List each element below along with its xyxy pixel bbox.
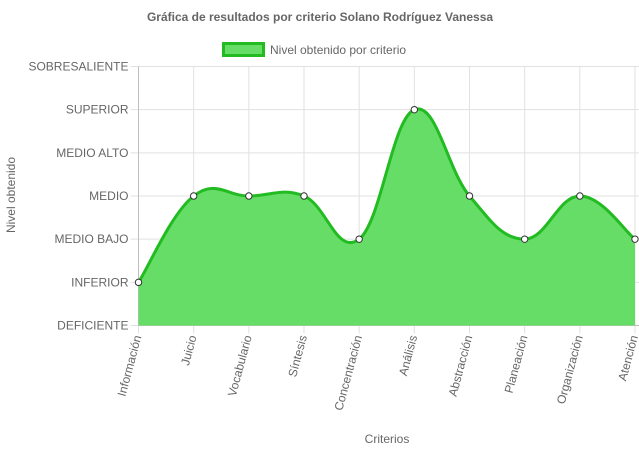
y-tick-label: INFERIOR	[71, 275, 129, 289]
y-tick-label: SUPERIOR	[66, 103, 129, 117]
x-axis-title: Criterios	[365, 432, 410, 446]
x-axis-ticks: Información Juicio Vocabulario Síntesis Conc…	[115, 333, 639, 412]
series-area	[138, 108, 635, 326]
data-point[interactable]	[355, 235, 363, 243]
legend-label: Nivel obtenido por criterio	[270, 43, 406, 57]
data-point[interactable]	[576, 192, 584, 200]
y-tick-label: MEDIO BAJO	[54, 232, 128, 246]
legend[interactable]: Nivel obtenido por criterio	[222, 42, 407, 57]
x-tick-label: Vocabulario	[225, 333, 255, 398]
x-tick-label: Juicio	[178, 333, 200, 367]
data-point[interactable]	[189, 192, 198, 200]
y-tick-label: SOBRESALIENTE	[28, 60, 128, 74]
legend-swatch	[222, 42, 265, 57]
data-point[interactable]	[245, 192, 253, 200]
x-tick-label: Concentración	[332, 334, 366, 412]
y-axis-title: Nivel obtenido	[4, 157, 18, 233]
data-point[interactable]	[300, 192, 308, 200]
series-line	[137, 107, 636, 284]
x-tick-label: Información	[115, 334, 145, 398]
data-point[interactable]	[520, 235, 529, 243]
plot-area	[134, 105, 639, 326]
x-tick-label: Abstracción	[446, 334, 476, 398]
data-point[interactable]	[631, 235, 639, 243]
x-tick-label: Análisis	[396, 334, 420, 378]
chart-title: Gráfica de resultados por criterio Solan…	[147, 10, 493, 24]
y-tick-label: MEDIO	[89, 189, 128, 203]
x-tick-label: Atención	[615, 334, 639, 383]
x-tick-label: Planeación	[502, 334, 531, 395]
data-point[interactable]	[134, 278, 143, 287]
y-axis-ticks: DEFICIENTE INFERIOR MEDIO BAJO MEDIO MEDIO A…	[28, 60, 128, 333]
x-tick-label: Organización	[554, 334, 586, 406]
data-point[interactable]	[410, 105, 419, 114]
y-tick-label: DEFICIENTE	[57, 319, 128, 333]
y-tick-label: MEDIO ALTO	[56, 146, 128, 160]
x-tick-label: Síntesis	[285, 334, 310, 379]
data-point[interactable]	[465, 192, 474, 200]
